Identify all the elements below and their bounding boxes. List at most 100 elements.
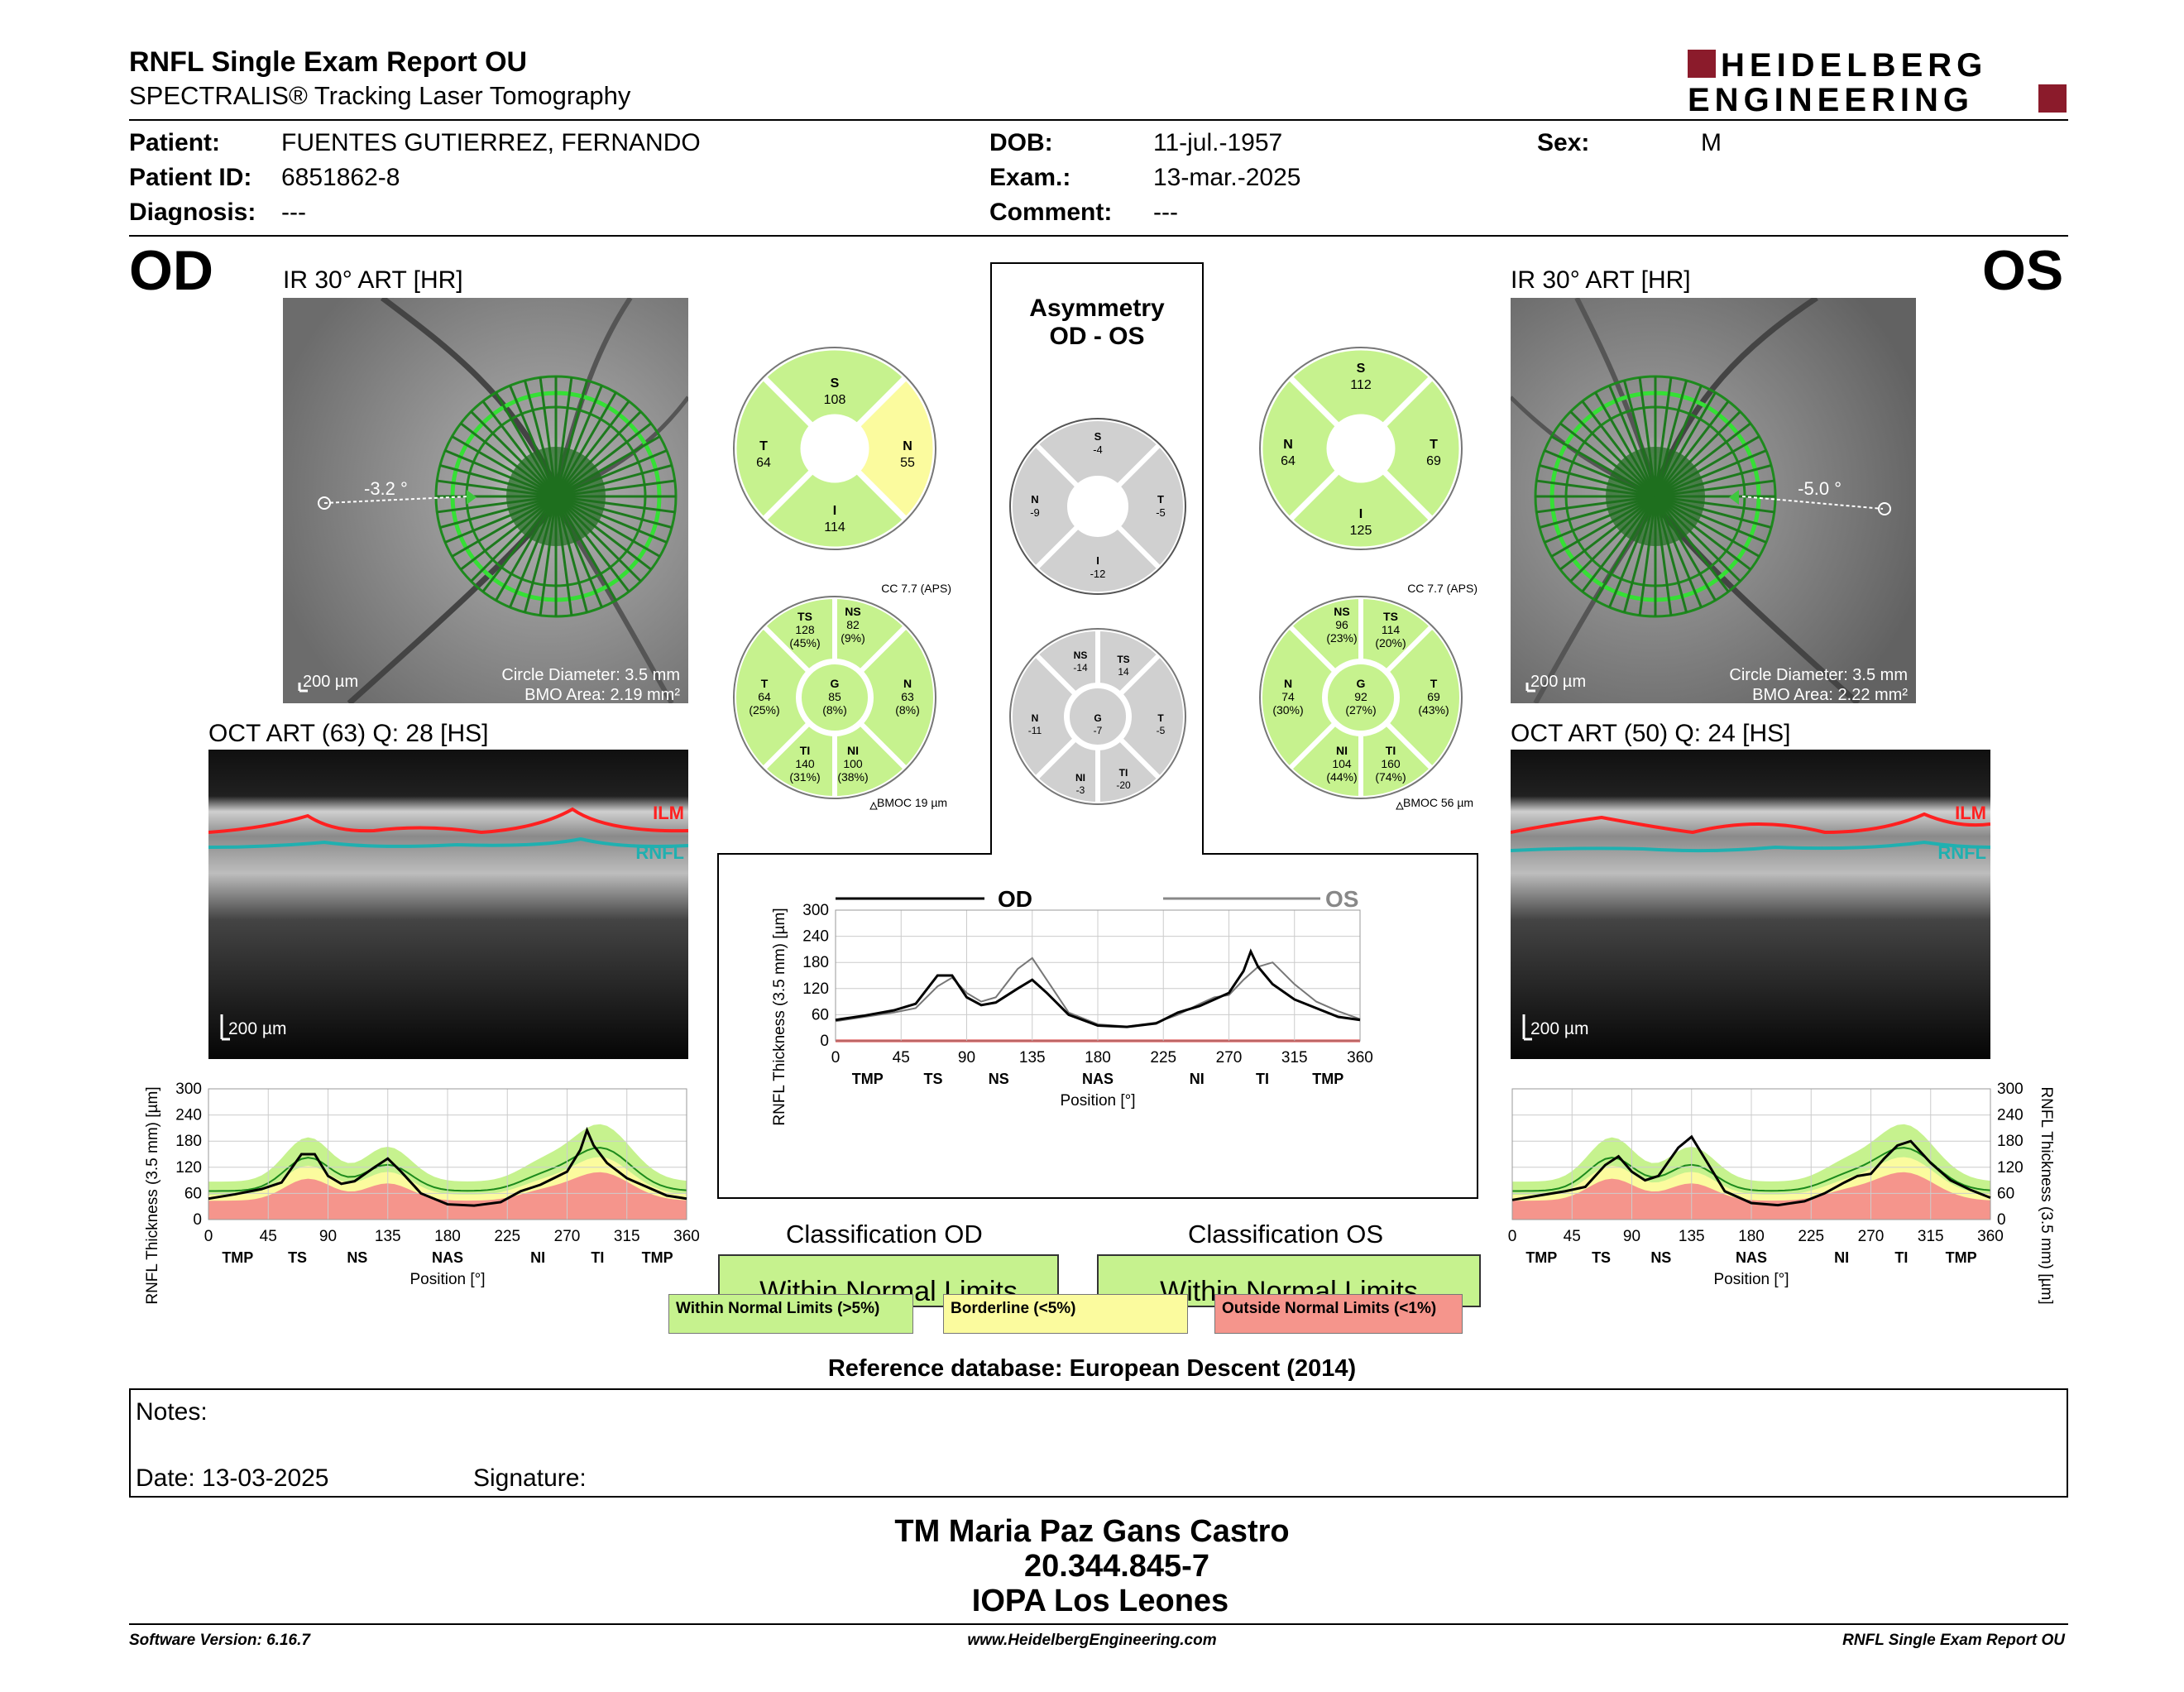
quadrant-outline <box>1259 347 1463 550</box>
x-tick-label: 270 <box>554 1228 581 1245</box>
sector-label: TS <box>288 1249 307 1266</box>
exam-label: Exam.: <box>989 164 1071 191</box>
os-sector-diagram <box>1257 593 1464 802</box>
x-tick-label: 135 <box>1679 1228 1705 1245</box>
y-tick-label: 120 <box>1997 1159 2024 1177</box>
svg-text:S: S <box>1094 430 1102 443</box>
report-subtitle: SPECTRALIS® Tracking Laser Tomography <box>129 81 631 110</box>
x-tick-label: 360 <box>1347 1049 1373 1066</box>
comment-label: Comment: <box>989 199 1113 226</box>
legend-wnl: Within Normal Limits (>5%) <box>668 1294 913 1334</box>
classification-od-title: Classification OD <box>786 1220 983 1249</box>
od-quad-i-value: 114 <box>824 520 845 534</box>
y-tick-label: 120 <box>802 980 829 998</box>
patient-name: FUENTES GUTIERREZ, FERNANDO <box>281 129 701 156</box>
svg-text:N: N <box>1031 493 1038 506</box>
od-angle: -3.2 ° <box>364 478 408 499</box>
x-tick-label: 360 <box>673 1228 700 1245</box>
sector-label: NI <box>1834 1249 1849 1266</box>
y-tick-label: 60 <box>1997 1185 2014 1202</box>
od-sector-diagram <box>731 593 938 802</box>
od-fundus-image: -3.2 ° 200 µm Circle Diameter: 3.5 mm BM… <box>283 295 690 706</box>
sector-label: NS <box>347 1249 367 1266</box>
date-label: Date: 13-03-2025 <box>136 1464 329 1492</box>
patient-id: 6851862-8 <box>281 164 400 191</box>
od-thickness-line <box>208 1126 687 1207</box>
assect-g <box>1066 685 1129 748</box>
x-tick-label: 45 <box>893 1049 910 1066</box>
sector-label: NS <box>1650 1249 1671 1266</box>
divider <box>129 235 2068 237</box>
divider <box>129 119 2068 121</box>
x-tick-label: 360 <box>1977 1228 2004 1245</box>
exam-date: 13-mar.-2025 <box>1153 164 1301 191</box>
eye-label-od: OD <box>129 239 213 302</box>
legend-od-label: OD <box>998 886 1032 912</box>
y-tick-label: 300 <box>175 1081 202 1098</box>
svg-text:T: T <box>1430 438 1438 452</box>
asym-quad-s-value: -4 <box>1093 443 1103 456</box>
od-quad-n-value: 55 <box>900 456 915 470</box>
os-circle-diameter: Circle Diameter: 3.5 mm <box>1729 666 1908 684</box>
report-title: RNFL Single Exam Report OU <box>129 46 528 78</box>
os-scale: 200 µm <box>1530 673 1586 691</box>
sex-label: Sex: <box>1537 129 1590 156</box>
os-oct-title: OCT ART (50) Q: 24 [HS] <box>1511 720 1791 747</box>
od-ilm-label: ILM <box>653 803 684 823</box>
x-tick-label: 270 <box>1216 1049 1243 1066</box>
legend-os-label: OS <box>1325 886 1358 912</box>
patient-id-label: Patient ID: <box>129 164 252 191</box>
software-version: Software Version: 6.16.7 <box>129 1632 310 1649</box>
x-tick-label: 180 <box>1738 1228 1765 1245</box>
os-cc-label: CC 7.7 (APS) <box>1407 582 1478 595</box>
eye-label-os: OS <box>1982 239 2064 302</box>
os-ilm-label: ILM <box>1955 803 1986 823</box>
signature-label: Signature: <box>473 1464 587 1492</box>
x-tick-label: 90 <box>319 1228 337 1245</box>
x-tick-label: 45 <box>260 1228 277 1245</box>
svg-text:S: S <box>1357 362 1366 376</box>
stamp-id: 20.344.845-7 <box>1024 1549 1209 1584</box>
y-tick-label: 300 <box>802 902 829 919</box>
os-quad-t-value: 69 <box>1426 454 1441 468</box>
os-fundus-image: -5.0 ° 200 µm Circle Diameter: 3.5 mm BM… <box>1509 295 1916 706</box>
sector-outline <box>1009 628 1186 805</box>
svg-text:T: T <box>759 439 768 453</box>
x-tick-label: 180 <box>1085 1049 1111 1066</box>
od-bmo-area: BMO Area: 2.19 mm² <box>524 686 680 703</box>
x-tick-label: 0 <box>1508 1228 1517 1245</box>
heidelberg-logo: HEIDELBERG ENGINEERING <box>1688 46 2068 118</box>
dob-label: DOB: <box>989 129 1053 156</box>
sector-label: NAS <box>1736 1249 1767 1266</box>
os-quad-i-value: 125 <box>1350 524 1372 538</box>
os-quad-s-value: 112 <box>1350 378 1372 392</box>
logo-line1: HEIDELBERG <box>1721 47 1987 84</box>
y-tick-label: 180 <box>1997 1133 2024 1150</box>
x-axis-label: Position [°] <box>1060 1092 1135 1110</box>
svg-text:S: S <box>831 376 840 391</box>
os-bmoc-label: BMOC 56 µm <box>1403 796 1473 809</box>
od-oct-title: OCT ART (63) Q: 28 [HS] <box>208 720 489 747</box>
y-tick-label: 0 <box>193 1211 202 1229</box>
y-tick-label: 240 <box>175 1107 202 1124</box>
y-tick-label: 0 <box>1997 1211 2006 1229</box>
sector-label: TS <box>923 1071 942 1087</box>
x-tick-label: 180 <box>434 1228 461 1245</box>
os-oct-scale: 200 µm <box>1530 1019 1588 1038</box>
os-angle: -5.0 ° <box>1798 478 1842 499</box>
x-tick-label: 315 <box>614 1228 640 1245</box>
svg-text:T: T <box>1157 493 1164 506</box>
logo-line2: ENGINEERING <box>1688 82 1974 114</box>
sex: M <box>1701 129 1722 156</box>
od-bmoc-label: BMOC 19 µm <box>877 796 947 809</box>
footer-report-name: RNFL Single Exam Report OU <box>1842 1632 2065 1649</box>
y-axis-label: RNFL Thickness (3.5 mm) [µm] <box>144 1086 161 1304</box>
notes-box[interactable]: Notes: Date: 13-03-2025 Signature: <box>129 1388 2068 1498</box>
svg-text:N: N <box>1283 438 1293 452</box>
os-quad-n-value: 64 <box>1281 454 1296 468</box>
svg-text:I: I <box>1096 554 1099 567</box>
legend-onl: Outside Normal Limits (<1%) <box>1214 1294 1463 1334</box>
y-tick-label: 240 <box>1997 1107 2024 1124</box>
